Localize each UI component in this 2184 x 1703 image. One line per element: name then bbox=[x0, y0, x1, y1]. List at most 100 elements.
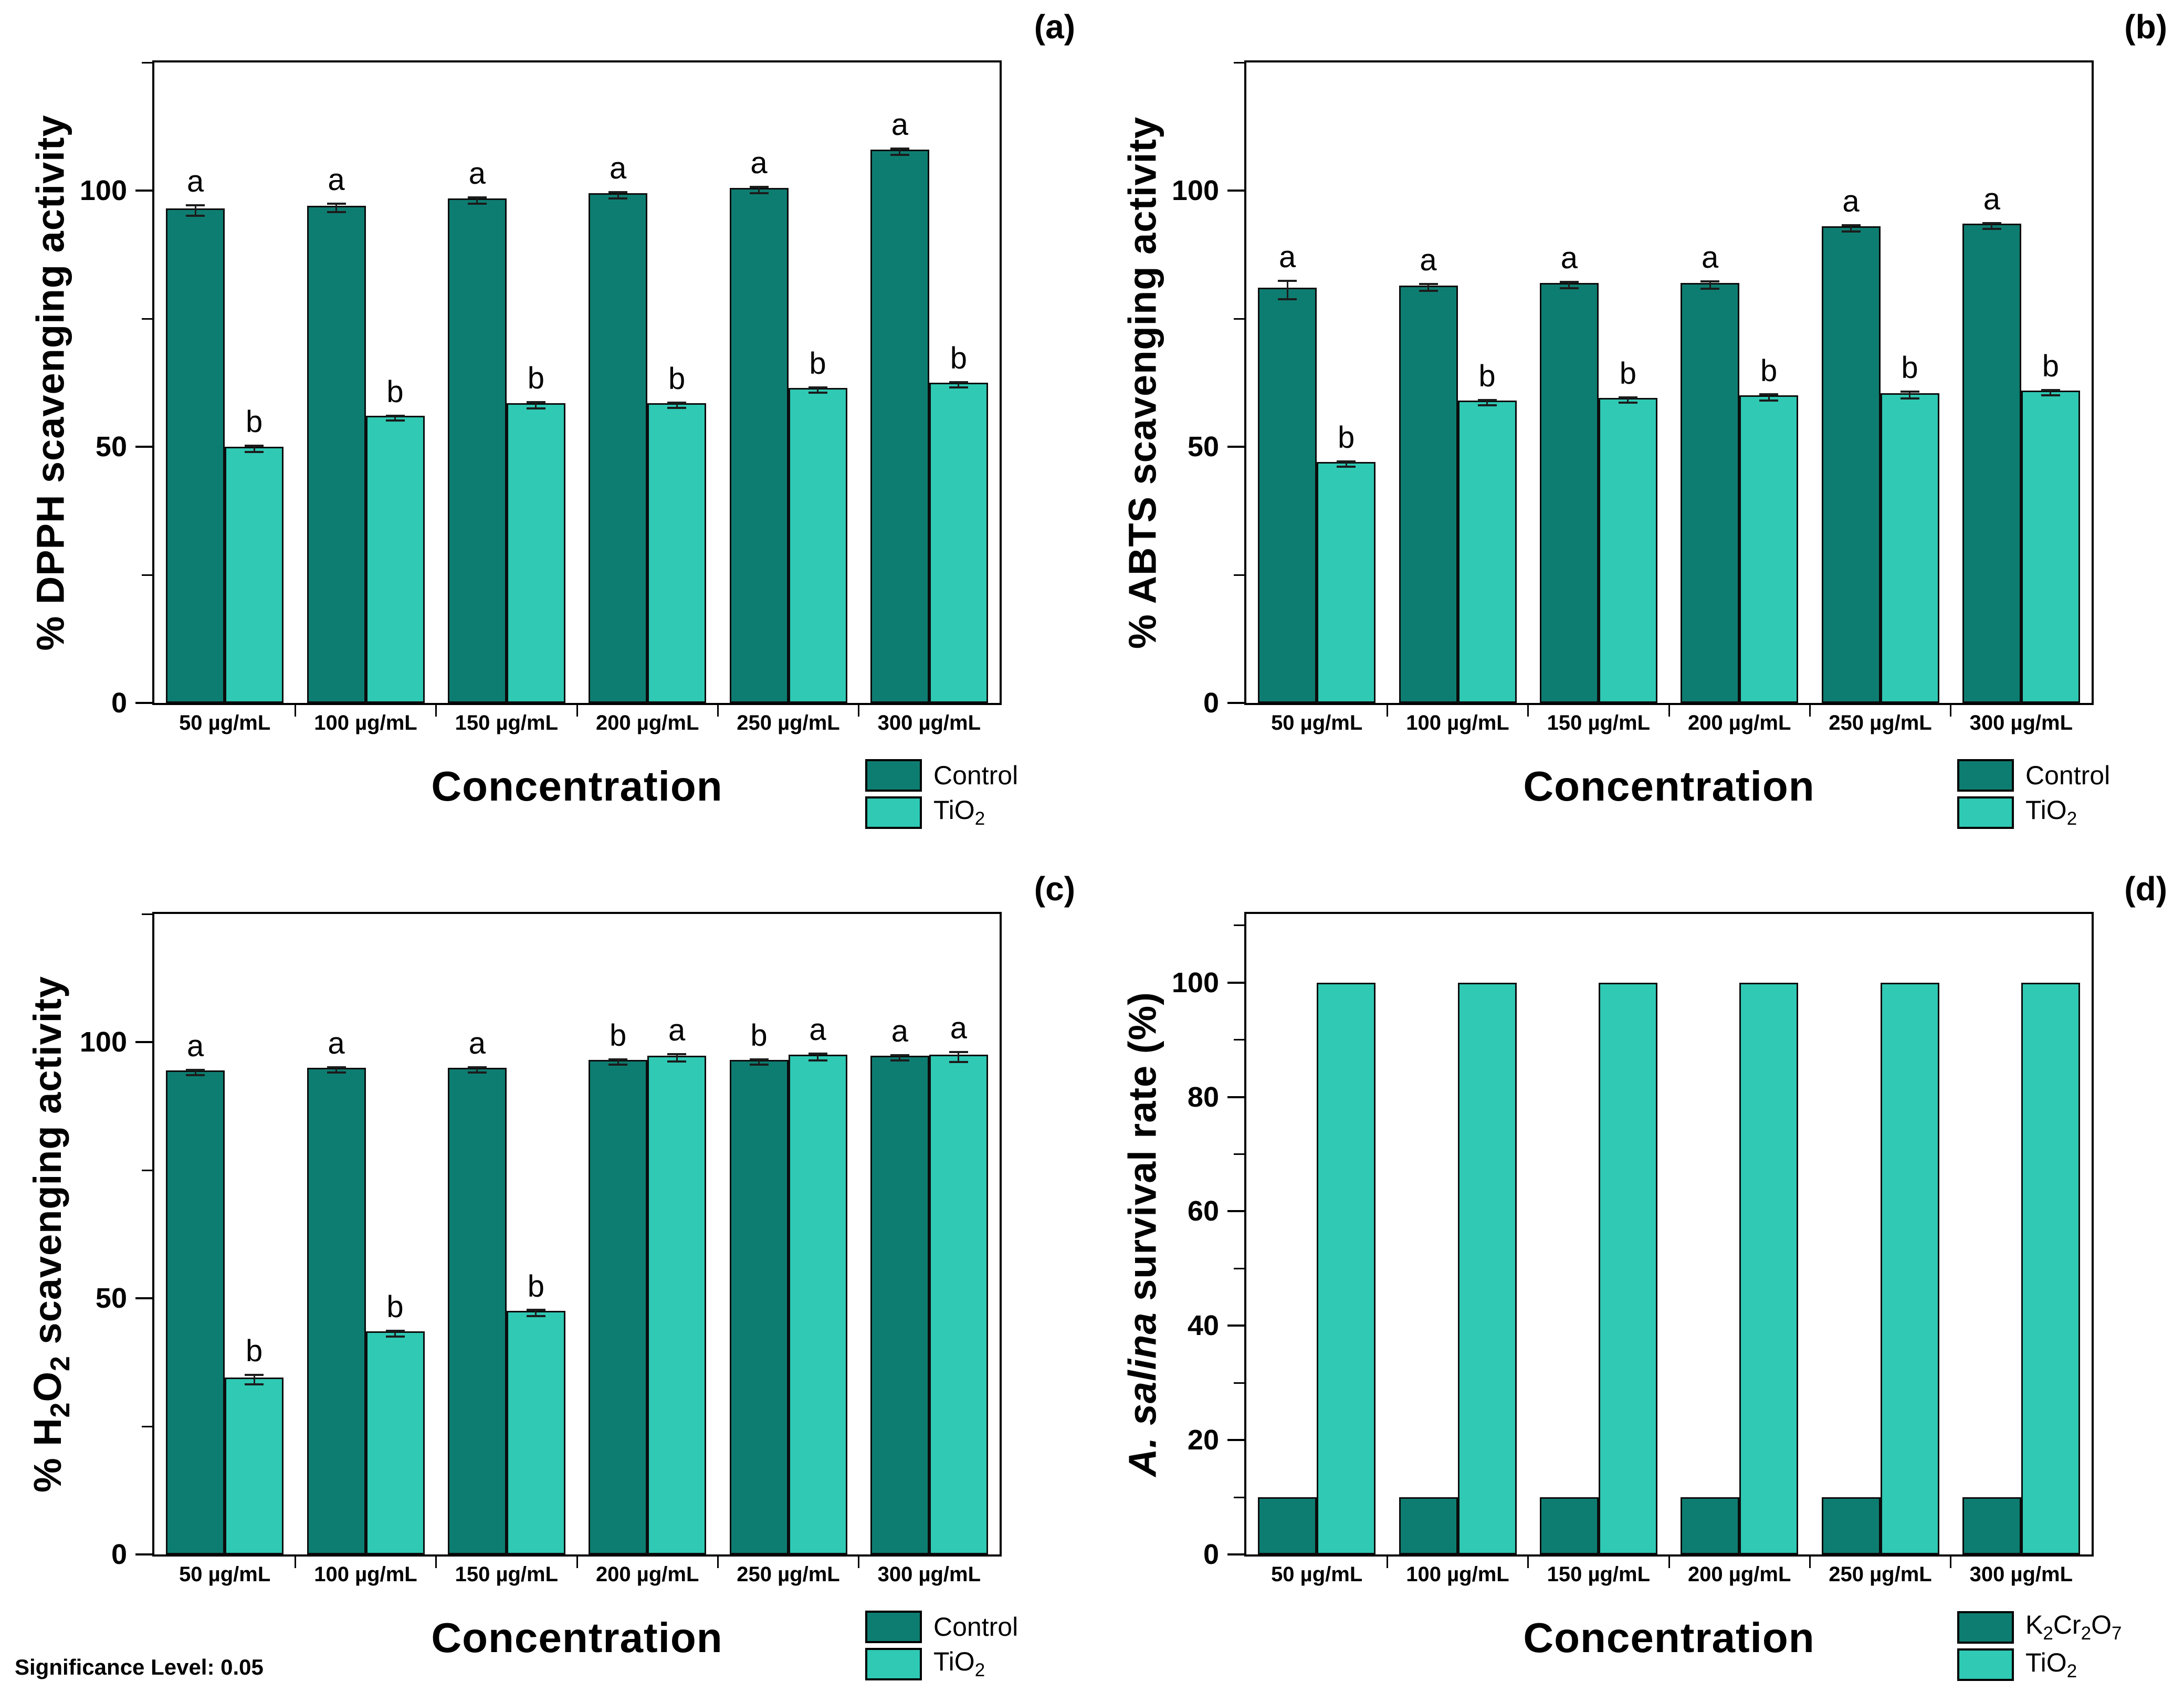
bar-series2 bbox=[1880, 982, 1939, 1554]
bar-series1 bbox=[1821, 1497, 1881, 1554]
legend-swatch bbox=[1957, 796, 2014, 829]
error-bar bbox=[890, 148, 909, 156]
x-boundary-tick bbox=[1527, 705, 1529, 717]
significance-letter: a bbox=[610, 151, 627, 185]
error-bar bbox=[2041, 388, 2060, 396]
y-minor-tick bbox=[1234, 1153, 1244, 1155]
y-major-tick bbox=[1227, 1324, 1244, 1327]
y-tick-label: 100 bbox=[1171, 175, 1219, 206]
error-bar bbox=[245, 445, 264, 453]
significance-letter: b bbox=[2042, 349, 2059, 383]
bar-series1 bbox=[1681, 1497, 1740, 1554]
error-bar bbox=[1841, 224, 1861, 233]
significance-letter: a bbox=[950, 1011, 967, 1045]
significance-letter: a bbox=[187, 1028, 204, 1063]
x-axis-title: Concentration bbox=[1523, 763, 1815, 810]
x-boundary-tick bbox=[576, 1557, 578, 1568]
error-bar-stem bbox=[1345, 462, 1347, 466]
error-bar bbox=[1700, 280, 1720, 290]
error-bar-stem bbox=[899, 150, 901, 154]
error-bar-stem bbox=[194, 206, 196, 215]
y-tick-label: 0 bbox=[1203, 1539, 1219, 1570]
bar-series1 bbox=[1821, 226, 1881, 703]
y-minor-tick bbox=[1234, 1039, 1244, 1041]
legend-label: K2Cr2O7 bbox=[2025, 1610, 2122, 1644]
y-tick-label: 100 bbox=[79, 175, 127, 206]
legend-swatch bbox=[1957, 759, 2014, 792]
error-bar-stem bbox=[1286, 281, 1288, 299]
legend-label: Control bbox=[933, 760, 1018, 790]
legend: Control TiO2 bbox=[1957, 759, 2110, 834]
legend: Control TiO2 bbox=[865, 759, 1018, 834]
legend-label: TiO2 bbox=[933, 795, 985, 829]
error-bar bbox=[1278, 279, 1297, 301]
legend-label: TiO2 bbox=[933, 1647, 985, 1680]
x-tick-label: 50 µg/mL bbox=[1271, 1563, 1363, 1586]
significance-letter: b bbox=[1619, 356, 1636, 391]
error-bar bbox=[1337, 460, 1356, 468]
error-bar-stem bbox=[1768, 395, 1770, 400]
bar-series1 bbox=[870, 1056, 929, 1554]
panel-tag: (d) bbox=[2124, 870, 2167, 908]
error-bar bbox=[1982, 222, 2001, 230]
error-bar-stem bbox=[394, 1331, 396, 1336]
error-bar bbox=[327, 203, 346, 214]
significance-letter: b bbox=[1760, 353, 1778, 388]
significance-letter: b bbox=[1338, 421, 1355, 455]
x-tick-label: 200 µg/mL bbox=[1687, 711, 1791, 734]
x-tick-label: 150 µg/mL bbox=[1547, 1563, 1651, 1586]
bar-series1 bbox=[307, 206, 366, 703]
bar-series2 bbox=[929, 1055, 988, 1554]
legend-label: Control bbox=[933, 1612, 1018, 1642]
y-minor-tick bbox=[1234, 574, 1244, 576]
error-bar bbox=[1759, 393, 1779, 402]
plot-area: a a a b b a b b b a a a bbox=[152, 912, 1002, 1557]
legend: Control TiO2 bbox=[865, 1611, 1018, 1685]
x-boundary-tick bbox=[717, 705, 719, 717]
y-tick-label: 50 bbox=[95, 431, 127, 462]
error-bar bbox=[327, 1066, 346, 1074]
chart-panel-asalina: (d) A. salina survival rate (%) Concentr… bbox=[1092, 851, 2184, 1703]
error-bar-stem bbox=[676, 404, 678, 407]
y-tick-label: 50 bbox=[95, 1282, 127, 1314]
bar-series2 bbox=[1317, 982, 1376, 1554]
significance-letter: b bbox=[610, 1018, 627, 1053]
x-tick-label: 200 µg/mL bbox=[595, 1563, 699, 1586]
x-boundary-tick bbox=[858, 1557, 860, 1568]
error-bar bbox=[749, 186, 769, 194]
bar-series2 bbox=[1317, 462, 1376, 703]
y-major-tick bbox=[135, 446, 152, 448]
y-tick-label: 60 bbox=[1187, 1195, 1219, 1227]
x-tick-label: 250 µg/mL bbox=[737, 1563, 840, 1586]
bar-series2 bbox=[1739, 982, 1799, 1554]
y-minor-tick bbox=[142, 1425, 152, 1427]
significance-letter: a bbox=[468, 1026, 486, 1060]
bar-series1 bbox=[447, 198, 507, 703]
plot-area: a a a a a a b b b b b b bbox=[152, 60, 1002, 705]
y-tick-label: 20 bbox=[1187, 1424, 1219, 1456]
bar-series1 bbox=[1962, 224, 2021, 703]
error-bar bbox=[186, 204, 205, 217]
bar-series2 bbox=[1457, 401, 1517, 703]
y-minor-tick bbox=[1234, 1382, 1244, 1384]
x-tick-label: 200 µg/mL bbox=[1687, 1563, 1791, 1586]
legend-item: TiO2 bbox=[1957, 1648, 2122, 1682]
x-tick-label: 150 µg/mL bbox=[455, 1563, 559, 1586]
x-tick-label: 200 µg/mL bbox=[595, 711, 699, 734]
error-bar bbox=[608, 191, 628, 199]
bar-series2 bbox=[647, 1056, 707, 1554]
bar-series2 bbox=[365, 416, 425, 703]
bar-series2 bbox=[1598, 398, 1657, 703]
error-bar bbox=[1900, 390, 1919, 400]
error-bar bbox=[1559, 280, 1579, 289]
legend-item: TiO2 bbox=[865, 796, 1018, 829]
bar-series2 bbox=[2021, 982, 2080, 1554]
y-major-tick bbox=[1227, 1096, 1244, 1098]
bar-series2 bbox=[1457, 982, 1517, 1554]
y-tick-label: 40 bbox=[1187, 1310, 1219, 1342]
legend-swatch bbox=[865, 1611, 922, 1643]
error-bar bbox=[385, 414, 405, 422]
x-tick-label: 300 µg/mL bbox=[1969, 711, 2073, 734]
error-bar-stem bbox=[617, 1060, 619, 1064]
